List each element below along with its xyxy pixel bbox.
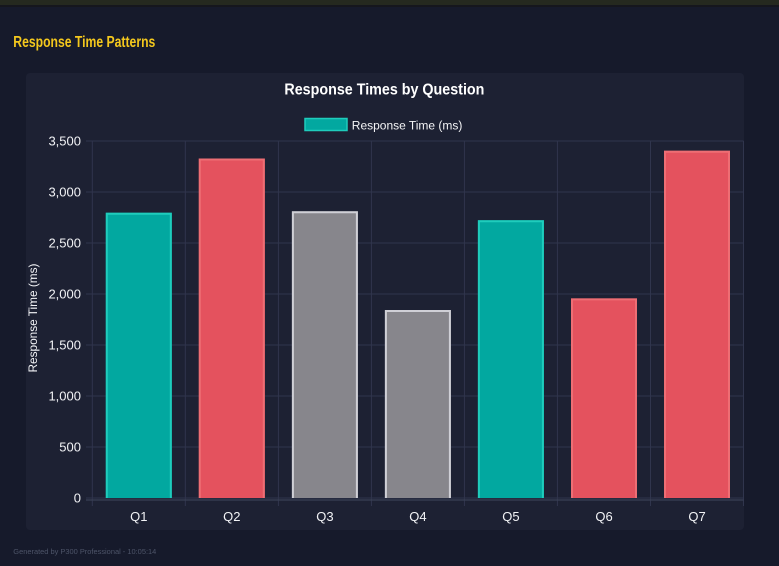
svg-text:1,000: 1,000: [48, 389, 81, 404]
svg-text:1,500: 1,500: [48, 338, 81, 353]
svg-text:Q1: Q1: [130, 509, 147, 524]
svg-text:Q6: Q6: [595, 509, 612, 524]
svg-text:Q7: Q7: [688, 509, 705, 524]
svg-text:Generated by P300 Professional: Generated by P300 Professional - 10:05:1…: [13, 547, 156, 556]
svg-text:Response Time (ms): Response Time (ms): [26, 264, 40, 373]
svg-text:Q2: Q2: [223, 509, 240, 524]
svg-text:Response Times by Question: Response Times by Question: [284, 82, 484, 99]
svg-text:Q3: Q3: [316, 509, 333, 524]
svg-text:Response Time Patterns: Response Time Patterns: [13, 34, 155, 51]
svg-text:3,500: 3,500: [48, 134, 81, 149]
svg-text:Q5: Q5: [502, 509, 519, 524]
svg-text:2,000: 2,000: [48, 287, 81, 302]
svg-text:Q4: Q4: [409, 509, 426, 524]
svg-text:Response Time (ms): Response Time (ms): [352, 118, 463, 132]
svg-text:0: 0: [74, 491, 81, 506]
svg-text:2,500: 2,500: [48, 236, 81, 251]
svg-text:500: 500: [59, 440, 81, 455]
svg-text:3,000: 3,000: [48, 185, 81, 200]
